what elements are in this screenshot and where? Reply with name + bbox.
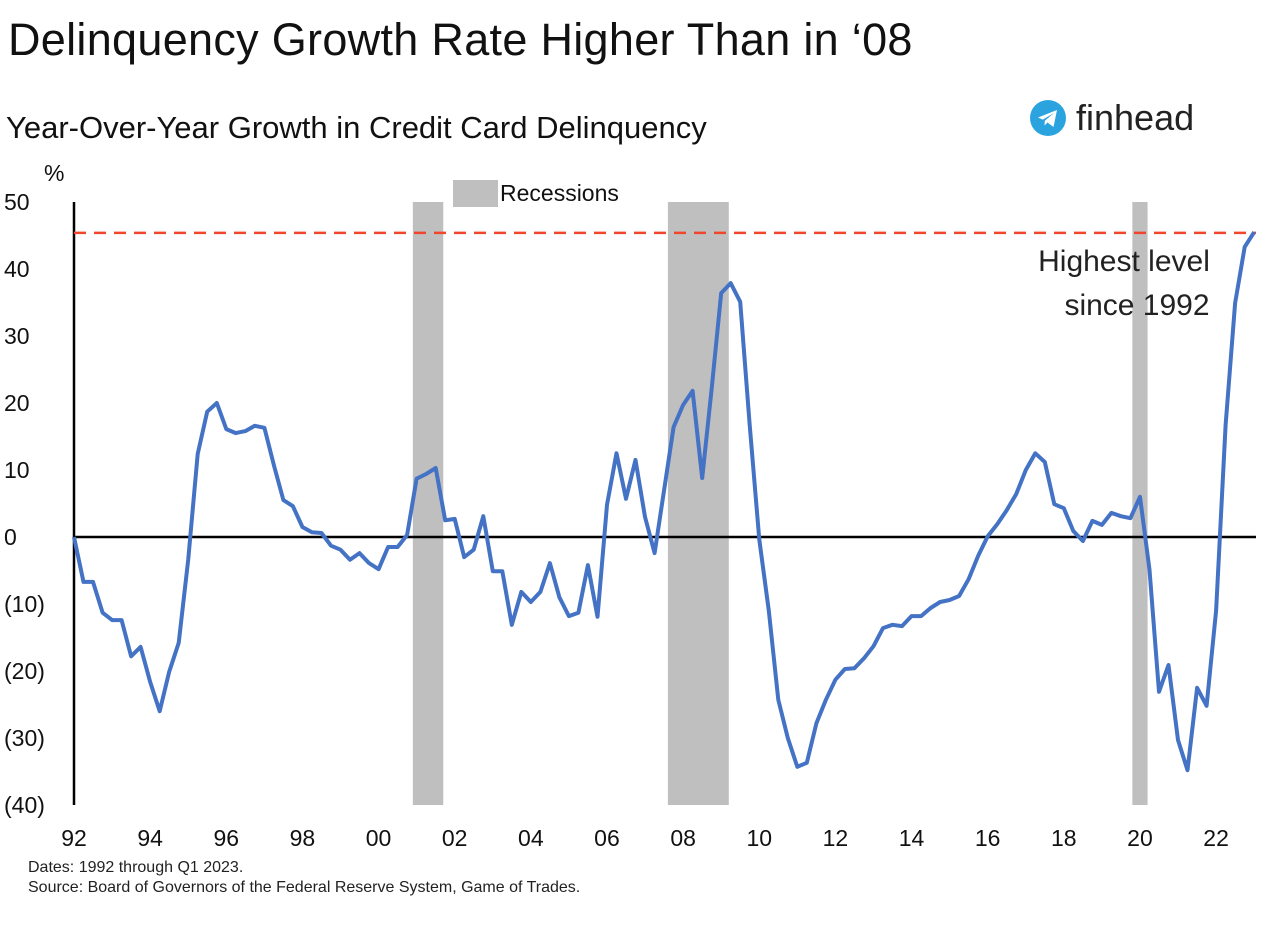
y-tick-label: 30 bbox=[4, 323, 30, 349]
footnote-source: Source: Board of Governors of the Federa… bbox=[28, 879, 581, 896]
legend-swatch-recessions bbox=[453, 180, 498, 207]
page-title: Delinquency Growth Rate Higher Than in ‘… bbox=[8, 14, 913, 65]
y-tick-label: (20) bbox=[4, 658, 45, 684]
telegram-icon bbox=[1030, 100, 1066, 136]
x-tick-label: 94 bbox=[137, 825, 163, 851]
x-tick-label: 22 bbox=[1203, 825, 1229, 851]
x-tick-label: 92 bbox=[61, 825, 87, 851]
annotation-line-1: Highest level bbox=[1038, 245, 1210, 278]
series-line bbox=[72, 231, 1256, 773]
y-tick-label: (10) bbox=[4, 591, 45, 617]
x-tick-label: 98 bbox=[290, 825, 316, 851]
footnote: Dates: 1992 through Q1 2023. Source: Boa… bbox=[28, 858, 580, 898]
y-tick-label: (30) bbox=[4, 725, 45, 751]
y-tick-label: 40 bbox=[4, 256, 30, 282]
logo: finhead bbox=[1030, 97, 1194, 139]
x-tick-label: 10 bbox=[746, 825, 772, 851]
x-tick-label: 16 bbox=[975, 825, 1001, 851]
x-tick-label: 96 bbox=[213, 825, 239, 851]
x-tick-label: 06 bbox=[594, 825, 620, 851]
chart-title: Year-Over-Year Growth in Credit Card Del… bbox=[6, 110, 707, 145]
y-tick-label: 20 bbox=[4, 390, 30, 416]
x-tick-label: 20 bbox=[1127, 825, 1153, 851]
x-tick-label: 14 bbox=[899, 825, 925, 851]
annotation-line-2: since 1992 bbox=[1064, 289, 1209, 322]
x-tick-label: 18 bbox=[1051, 825, 1077, 851]
x-tick-label: 02 bbox=[442, 825, 468, 851]
footnote-dates: Dates: 1992 through Q1 2023. bbox=[28, 859, 244, 876]
x-tick-label: 00 bbox=[366, 825, 392, 851]
y-axis-label: % bbox=[44, 160, 64, 186]
y-tick-label: 10 bbox=[4, 457, 30, 483]
recession-band bbox=[412, 202, 444, 805]
x-tick-label: 04 bbox=[518, 825, 544, 851]
legend-label-recessions: Recessions bbox=[500, 180, 619, 206]
x-tick-label: 08 bbox=[670, 825, 696, 851]
x-tick-label: 12 bbox=[823, 825, 849, 851]
y-tick-label: 50 bbox=[4, 189, 30, 215]
y-tick-label: 0 bbox=[4, 524, 17, 550]
y-tick-label: (40) bbox=[4, 792, 45, 818]
logo-text: finhead bbox=[1076, 97, 1195, 138]
